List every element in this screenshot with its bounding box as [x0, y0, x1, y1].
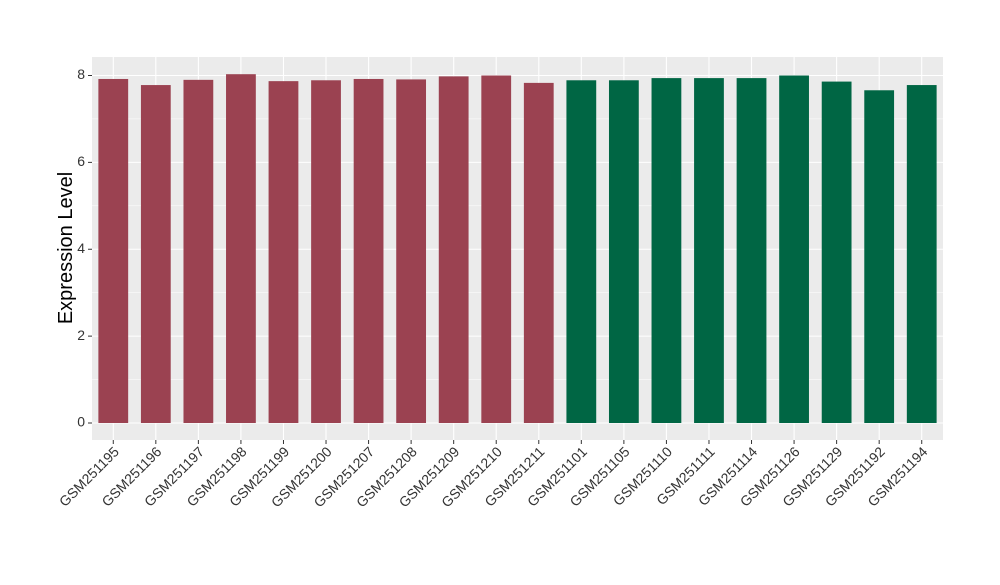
- bar-GSM251110: [651, 78, 682, 423]
- y-tick-label: 6: [77, 153, 85, 169]
- bar-GSM251195: [98, 78, 129, 423]
- y-tick-label: 8: [77, 66, 85, 82]
- bar-GSM251210: [481, 75, 512, 423]
- y-axis: 0 2 4 6 8: [77, 66, 92, 430]
- bar-GSM251101: [566, 80, 597, 423]
- y-tick-label: 4: [77, 240, 85, 256]
- y-axis-title: Expression Level: [55, 172, 77, 324]
- y-tick-label: 2: [77, 327, 85, 343]
- bar-GSM251208: [396, 79, 427, 424]
- bar-GSM251211: [523, 82, 554, 424]
- bar-GSM251200: [311, 80, 341, 423]
- bar-GSM251196: [140, 85, 171, 424]
- plot-panel: [92, 57, 943, 440]
- bar-GSM251199: [268, 81, 299, 423]
- bar-GSM251198: [226, 74, 256, 424]
- bar-GSM251207: [353, 78, 384, 423]
- bar-GSM251197: [183, 79, 214, 423]
- bar-GSM251129: [821, 81, 852, 424]
- bar-GSM251209: [438, 76, 469, 424]
- bar-GSM251192: [864, 90, 895, 424]
- bar-GSM251194: [906, 85, 937, 424]
- bar-GSM251114: [736, 78, 767, 423]
- y-tick-label: 0: [77, 414, 85, 430]
- bar-GSM251111: [694, 78, 724, 423]
- x-axis: GSM251195GSM251196GSM251197GSM251198GSM2…: [56, 440, 931, 510]
- bar-GSM251126: [779, 75, 809, 423]
- bars: [98, 74, 937, 424]
- bar-GSM251105: [608, 80, 639, 423]
